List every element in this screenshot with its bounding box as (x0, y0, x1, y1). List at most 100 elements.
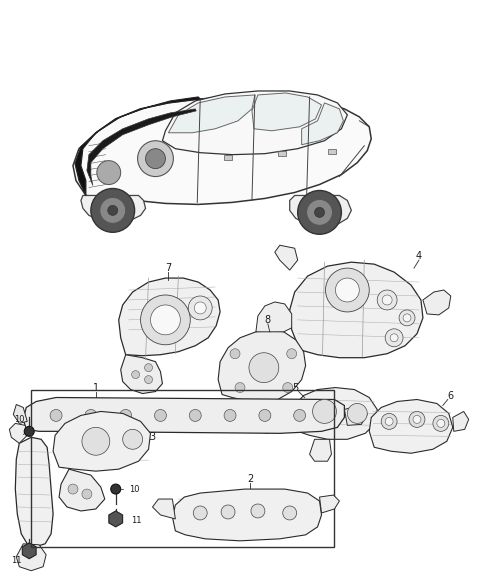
Circle shape (399, 310, 415, 326)
Circle shape (314, 208, 324, 218)
Circle shape (409, 412, 425, 427)
Polygon shape (109, 511, 122, 527)
Polygon shape (9, 423, 27, 443)
Polygon shape (13, 405, 27, 423)
Text: 5: 5 (292, 383, 299, 393)
Circle shape (381, 413, 397, 429)
Circle shape (385, 417, 393, 425)
Text: 6: 6 (448, 390, 454, 400)
Text: 7: 7 (165, 263, 171, 273)
Circle shape (283, 383, 293, 393)
Polygon shape (254, 402, 284, 433)
Circle shape (382, 295, 392, 305)
Polygon shape (369, 399, 453, 453)
Text: 10: 10 (129, 485, 139, 493)
Circle shape (307, 199, 333, 225)
Circle shape (132, 370, 140, 379)
Text: 2: 2 (247, 474, 253, 484)
Polygon shape (301, 103, 343, 145)
Circle shape (390, 334, 398, 342)
Circle shape (385, 329, 403, 347)
Circle shape (294, 409, 306, 422)
Polygon shape (75, 97, 200, 195)
Polygon shape (153, 499, 175, 519)
Polygon shape (453, 412, 468, 432)
Polygon shape (81, 195, 145, 222)
Text: 8: 8 (265, 315, 271, 325)
Polygon shape (218, 330, 306, 402)
Circle shape (50, 409, 62, 422)
Polygon shape (53, 412, 151, 471)
Circle shape (413, 416, 421, 423)
Polygon shape (344, 406, 367, 425)
Circle shape (325, 268, 369, 312)
Circle shape (57, 443, 69, 455)
Circle shape (193, 506, 207, 520)
Circle shape (82, 489, 92, 499)
Circle shape (283, 506, 297, 520)
Circle shape (298, 191, 341, 234)
Text: 11: 11 (131, 516, 141, 526)
Circle shape (144, 376, 153, 383)
Polygon shape (23, 543, 36, 559)
Circle shape (437, 419, 445, 427)
Circle shape (249, 353, 279, 383)
Polygon shape (224, 155, 232, 159)
Circle shape (151, 305, 180, 335)
Polygon shape (23, 397, 344, 433)
Polygon shape (320, 495, 339, 513)
Circle shape (82, 427, 110, 455)
Text: 1: 1 (93, 383, 99, 393)
Circle shape (85, 409, 97, 422)
Circle shape (194, 302, 206, 314)
Circle shape (100, 198, 126, 223)
Circle shape (403, 314, 411, 322)
Circle shape (377, 290, 397, 310)
Circle shape (251, 504, 265, 518)
Text: 4: 4 (416, 251, 422, 261)
Circle shape (433, 416, 449, 432)
Text: 9: 9 (74, 446, 80, 456)
Polygon shape (275, 245, 298, 270)
Polygon shape (290, 195, 351, 226)
Circle shape (24, 426, 34, 436)
Polygon shape (290, 262, 423, 358)
Polygon shape (423, 290, 451, 315)
Circle shape (287, 349, 297, 359)
Polygon shape (73, 97, 371, 205)
Polygon shape (87, 109, 196, 186)
Polygon shape (119, 278, 220, 356)
Polygon shape (16, 544, 46, 571)
Circle shape (123, 429, 143, 449)
Polygon shape (328, 149, 336, 153)
Polygon shape (310, 439, 332, 461)
Circle shape (97, 161, 120, 185)
Polygon shape (293, 387, 377, 439)
Polygon shape (168, 95, 255, 133)
Circle shape (145, 149, 166, 169)
Circle shape (235, 383, 245, 393)
Polygon shape (59, 469, 105, 511)
Text: 3: 3 (149, 432, 156, 442)
Text: 11: 11 (11, 556, 22, 565)
Circle shape (108, 205, 118, 215)
Polygon shape (162, 91, 348, 155)
Polygon shape (256, 302, 292, 332)
Circle shape (138, 141, 173, 176)
Polygon shape (252, 93, 322, 131)
Circle shape (188, 296, 212, 320)
Circle shape (224, 409, 236, 422)
Text: 10: 10 (14, 415, 24, 424)
Circle shape (141, 295, 190, 345)
Circle shape (312, 399, 336, 423)
Circle shape (144, 363, 153, 372)
Polygon shape (278, 151, 286, 156)
Polygon shape (120, 355, 162, 393)
Circle shape (189, 409, 201, 422)
Polygon shape (172, 489, 322, 541)
Polygon shape (15, 437, 53, 547)
Circle shape (120, 409, 132, 422)
Circle shape (68, 484, 78, 494)
Circle shape (348, 403, 367, 423)
Circle shape (91, 189, 134, 232)
